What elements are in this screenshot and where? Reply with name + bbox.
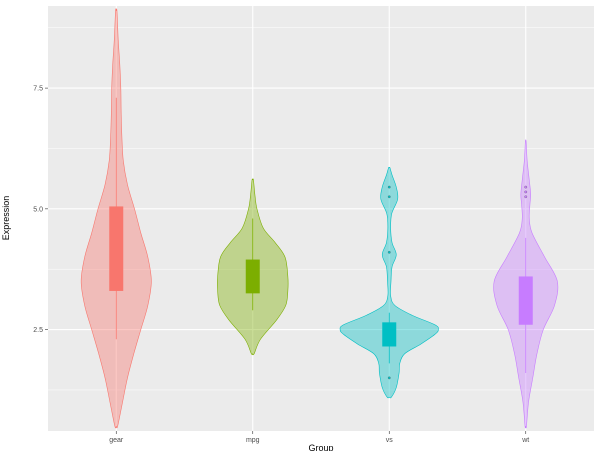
y-tick-label: 7.5 bbox=[33, 86, 43, 93]
violins bbox=[80, 8, 559, 429]
y-tick-label: 2.5 bbox=[33, 327, 43, 334]
x-tick-label: vs bbox=[386, 437, 394, 444]
box-iqr bbox=[245, 259, 260, 294]
x-axis-title: Group bbox=[308, 443, 333, 451]
box-iqr bbox=[109, 206, 124, 291]
outlier-point bbox=[387, 376, 391, 380]
outlier-point bbox=[524, 190, 528, 194]
minor-gridlines bbox=[48, 27, 594, 391]
violin-vs bbox=[339, 166, 439, 399]
x-tick-label: wt bbox=[521, 437, 529, 444]
box-iqr bbox=[518, 276, 533, 325]
violin-gear bbox=[80, 8, 152, 429]
x-axis: gear mpg vs wt bbox=[109, 431, 529, 444]
violin-mpg bbox=[217, 178, 289, 356]
y-tick-label: 5.0 bbox=[33, 206, 43, 213]
plot-panel bbox=[48, 6, 594, 431]
outlier-point bbox=[524, 185, 528, 189]
x-tick-label: gear bbox=[109, 437, 124, 444]
y-axis: 2.5 5.0 7.5 bbox=[33, 86, 48, 334]
x-tick-label: mpg bbox=[246, 437, 260, 444]
y-axis-title: Expression bbox=[1, 196, 11, 241]
outlier-point bbox=[524, 195, 528, 199]
outlier-point bbox=[387, 185, 391, 189]
violin-wt bbox=[493, 139, 559, 429]
violin-body bbox=[339, 166, 439, 399]
outlier-point bbox=[387, 250, 391, 254]
box-iqr bbox=[382, 322, 397, 347]
outlier-point bbox=[387, 195, 391, 199]
